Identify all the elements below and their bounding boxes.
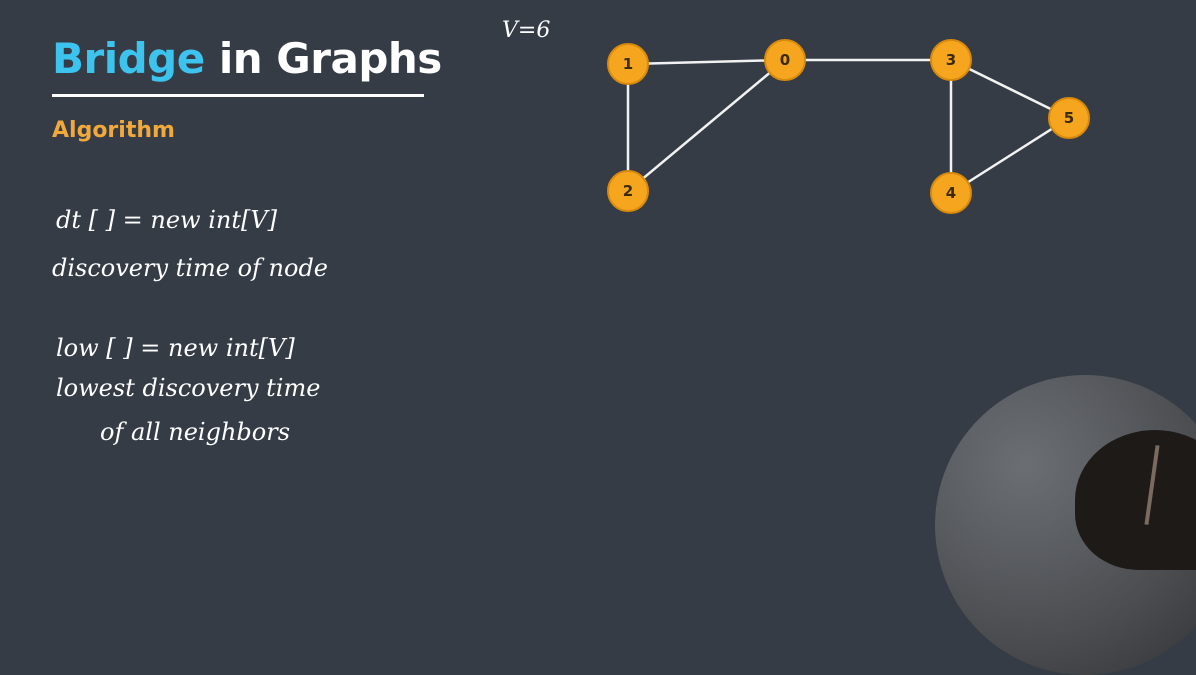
note-dt-description: discovery time of node (52, 254, 329, 282)
edge-4-5 (950, 116, 1070, 195)
node-5: 5 (1048, 97, 1090, 139)
edge-1-0 (627, 58, 786, 66)
node-circle (930, 172, 972, 214)
node-1: 1 (607, 43, 649, 85)
presenter-webcam (935, 375, 1196, 675)
node-4: 4 (930, 172, 972, 214)
node-label: 0 (780, 51, 790, 69)
node-2: 2 (607, 170, 649, 212)
note-low-declaration: low [ ] = new int[V] (56, 334, 295, 362)
node-3: 3 (930, 39, 972, 81)
node-circle (764, 39, 806, 81)
page-title: Bridge in Graphs (52, 34, 442, 83)
vertex-count-label: V=6 (502, 18, 551, 43)
note-low-description: lowest discovery time (56, 374, 321, 402)
edge-2-0 (627, 59, 786, 192)
note-low-description-cont: of all neighbors (100, 418, 291, 446)
node-circle (607, 170, 649, 212)
edge-3-5 (950, 58, 1070, 120)
title-rest: in Graphs (218, 34, 442, 83)
node-circle (1048, 97, 1090, 139)
section-subtitle: Algorithm (52, 118, 175, 143)
node-label: 2 (623, 182, 633, 200)
node-circle (607, 43, 649, 85)
node-label: 5 (1064, 109, 1074, 127)
title-accent: Bridge (52, 34, 205, 83)
node-circle (930, 39, 972, 81)
note-dt-declaration: dt [ ] = new int[V] (56, 206, 278, 234)
node-0: 0 (764, 39, 806, 81)
node-label: 3 (946, 51, 956, 69)
node-label: 4 (946, 184, 956, 202)
graph-diagram: 0 1 2 3 4 5 (607, 39, 1090, 214)
node-label: 1 (623, 55, 633, 73)
title-underline (52, 94, 424, 97)
